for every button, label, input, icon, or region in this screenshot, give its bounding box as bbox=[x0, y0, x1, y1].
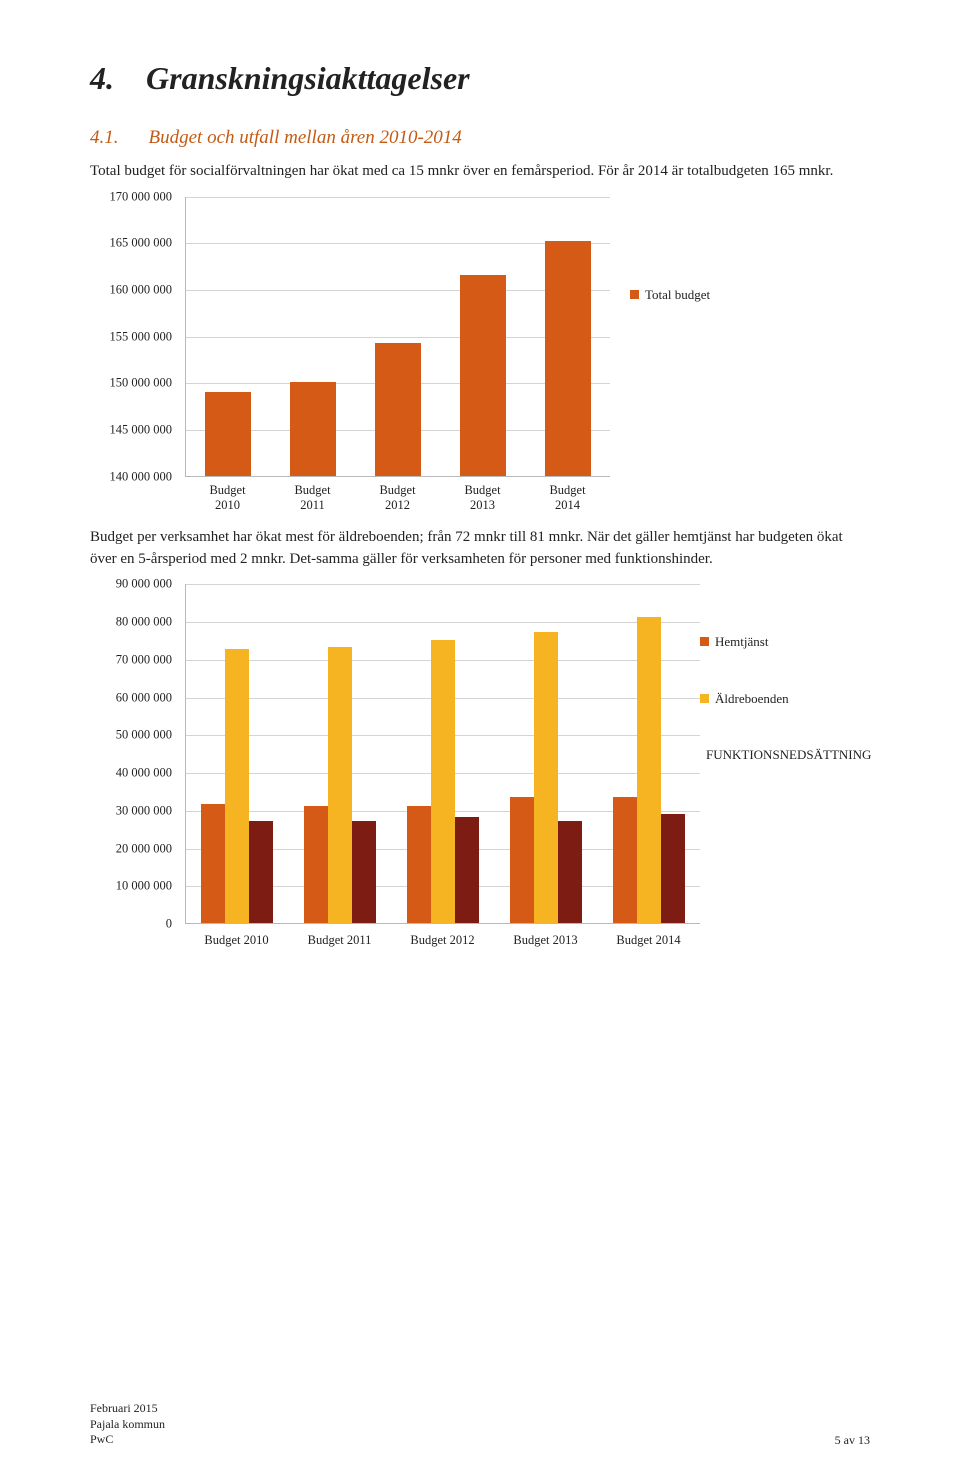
chart1-y-tick: 160 000 000 bbox=[110, 283, 173, 298]
chart2-plot-area bbox=[185, 584, 700, 924]
chart2-bar bbox=[558, 821, 582, 923]
footer-page-number: 5 av 13 bbox=[835, 1433, 870, 1448]
chart1-x-label: Budget2010 bbox=[198, 483, 258, 513]
heading-number: 4. bbox=[90, 60, 114, 96]
chart1-y-tick: 155 000 000 bbox=[110, 329, 173, 344]
chart1-x-label: Budget2014 bbox=[538, 483, 598, 513]
legend-swatch bbox=[700, 637, 709, 646]
chart2-legend-item: FUNKTIONSNEDSÄTTNING bbox=[700, 747, 860, 763]
chart2-bar bbox=[352, 821, 376, 923]
chart1-y-tick: 150 000 000 bbox=[110, 376, 173, 391]
chart2-bar bbox=[328, 647, 352, 923]
chart2-bar bbox=[661, 814, 685, 924]
chart2-y-tick: 30 000 000 bbox=[116, 803, 172, 818]
chart2-bar bbox=[201, 804, 225, 923]
legend-label: Äldreboenden bbox=[715, 691, 789, 707]
chart2-bar bbox=[407, 806, 431, 923]
paragraph-2: Budget per verksamhet har ökat mest för … bbox=[90, 527, 870, 571]
heading-title: Granskningsiakttagelser bbox=[146, 60, 470, 96]
chart2-x-label: Budget 2010 bbox=[192, 933, 282, 948]
chart2-bar bbox=[304, 806, 328, 923]
chart2-y-tick: 0 bbox=[166, 917, 172, 932]
chart1-y-tick: 145 000 000 bbox=[110, 423, 173, 438]
chart2-bar-group bbox=[613, 617, 685, 923]
subheading-number: 4.1. bbox=[90, 127, 119, 149]
chart2-bar-group bbox=[510, 632, 582, 923]
chart1-x-label: Budget2012 bbox=[368, 483, 428, 513]
legend-label: Hemtjänst bbox=[715, 634, 768, 650]
chart2-bar-group bbox=[201, 649, 273, 923]
subheading-title: Budget och utfall mellan åren 2010-2014 bbox=[149, 127, 462, 149]
chart2-y-axis: 90 000 00080 000 00070 000 00060 000 000… bbox=[90, 584, 180, 924]
paragraph-1: Total budget för socialförvaltningen har… bbox=[90, 161, 870, 183]
legend-swatch-total-budget bbox=[630, 290, 639, 299]
chart2-y-tick: 20 000 000 bbox=[116, 841, 172, 856]
chart1-x-label: Budget2011 bbox=[283, 483, 343, 513]
chart1-y-tick: 165 000 000 bbox=[110, 236, 173, 251]
chart2-y-tick: 70 000 000 bbox=[116, 652, 172, 667]
chart2-legend: Hemtjänst Äldreboenden FUNKTIONSNEDSÄTTNIN… bbox=[700, 634, 860, 803]
chart1-y-tick: 140 000 000 bbox=[110, 469, 173, 484]
chart1-plot-area bbox=[185, 197, 610, 477]
chart2-y-tick: 40 000 000 bbox=[116, 766, 172, 781]
chart1-legend: Total budget bbox=[630, 287, 710, 303]
chart2-x-label: Budget 2014 bbox=[604, 933, 694, 948]
chart1-x-label: Budget2013 bbox=[453, 483, 513, 513]
chart1-bar bbox=[545, 241, 591, 476]
footer-date: Februari 2015 bbox=[90, 1401, 165, 1417]
legend-swatch bbox=[700, 694, 709, 703]
chart2-bar bbox=[431, 640, 455, 923]
chart2-bar bbox=[613, 797, 637, 924]
chart1-y-tick: 170 000 000 bbox=[110, 189, 173, 204]
chart2-bar bbox=[534, 632, 558, 923]
footer-company: PwC bbox=[90, 1432, 165, 1448]
chart2-y-tick: 80 000 000 bbox=[116, 615, 172, 630]
chart2-x-label: Budget 2012 bbox=[398, 933, 488, 948]
subheading: 4.1. Budget och utfall mellan åren 2010-… bbox=[90, 127, 870, 149]
chart2-bar bbox=[637, 617, 661, 923]
chart2-bar bbox=[510, 797, 534, 924]
chart1-x-labels: Budget2010 Budget2011 Budget2012 Budget2013… bbox=[185, 483, 610, 513]
page-heading: 4. Granskningsiakttagelser bbox=[90, 60, 870, 97]
footer-municipality: Pajala kommun bbox=[90, 1417, 165, 1433]
chart1-bar bbox=[290, 382, 336, 475]
page-footer: Februari 2015 Pajala kommun PwC 5 av 13 bbox=[90, 1401, 870, 1448]
legend-label-total-budget: Total budget bbox=[645, 287, 710, 303]
chart2-legend-item: Äldreboenden bbox=[700, 691, 860, 707]
chart2-bar bbox=[225, 649, 249, 923]
chart1-bar bbox=[375, 343, 421, 476]
chart1-y-axis: 170 000 000165 000 000160 000 000155 000… bbox=[90, 197, 180, 477]
chart2-x-label: Budget 2013 bbox=[501, 933, 591, 948]
legend-label: FUNKTIONSNEDSÄTTNING bbox=[706, 747, 871, 763]
chart2-y-tick: 10 000 000 bbox=[116, 879, 172, 894]
chart2-bar bbox=[455, 817, 479, 923]
chart2-bar-group bbox=[304, 647, 376, 923]
chart2-y-tick: 60 000 000 bbox=[116, 690, 172, 705]
chart2-y-tick: 50 000 000 bbox=[116, 728, 172, 743]
chart1-bar bbox=[460, 275, 506, 476]
chart-total-budget: 170 000 000165 000 000160 000 000155 000… bbox=[90, 197, 870, 507]
chart2-x-label: Budget 2011 bbox=[295, 933, 385, 948]
chart2-legend-item: Hemtjänst bbox=[700, 634, 860, 650]
chart2-y-tick: 90 000 000 bbox=[116, 577, 172, 592]
chart-per-verksamhet: 90 000 00080 000 00070 000 00060 000 000… bbox=[90, 584, 870, 954]
chart2-bar-group bbox=[407, 640, 479, 923]
chart2-x-labels: Budget 2010 Budget 2011 Budget 2012 Budget … bbox=[185, 933, 700, 948]
chart1-bar bbox=[205, 392, 251, 476]
chart2-bar bbox=[249, 821, 273, 923]
